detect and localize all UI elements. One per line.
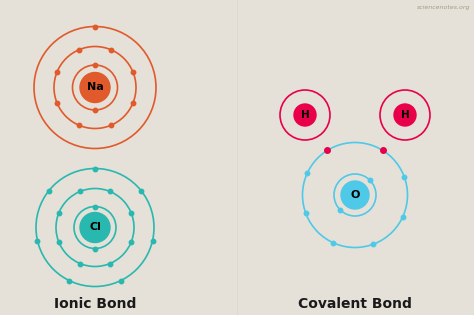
Text: H: H [401, 110, 410, 120]
Circle shape [341, 181, 369, 209]
Circle shape [394, 104, 416, 126]
Text: Cl: Cl [89, 222, 101, 232]
Circle shape [80, 72, 110, 102]
Text: O: O [350, 190, 360, 200]
Text: Covalent Bond: Covalent Bond [298, 297, 412, 311]
Text: Ionic Bond: Ionic Bond [54, 297, 136, 311]
Text: H: H [301, 110, 310, 120]
Circle shape [80, 213, 110, 243]
Text: Na: Na [87, 83, 103, 93]
Text: sciencenotes.org: sciencenotes.org [417, 5, 470, 10]
Circle shape [294, 104, 316, 126]
